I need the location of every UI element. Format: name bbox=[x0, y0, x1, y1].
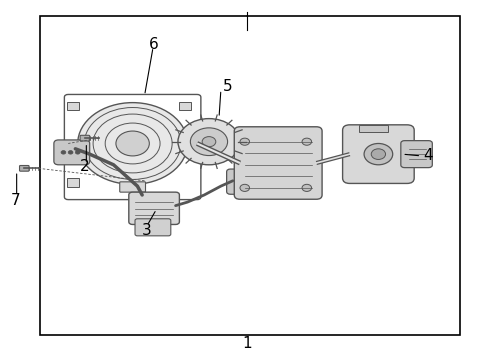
Circle shape bbox=[75, 151, 80, 154]
Bar bbox=[67, 178, 79, 187]
Text: 2: 2 bbox=[80, 159, 90, 174]
Circle shape bbox=[364, 144, 393, 165]
Bar bbox=[39, 16, 459, 335]
Circle shape bbox=[302, 184, 312, 192]
Bar bbox=[67, 102, 79, 110]
Circle shape bbox=[61, 151, 66, 154]
Bar bbox=[360, 125, 388, 132]
FancyBboxPatch shape bbox=[80, 135, 90, 141]
Text: 5: 5 bbox=[223, 79, 233, 94]
FancyBboxPatch shape bbox=[343, 125, 414, 183]
Circle shape bbox=[240, 138, 250, 145]
FancyBboxPatch shape bbox=[234, 127, 322, 199]
Text: 1: 1 bbox=[242, 335, 252, 350]
Circle shape bbox=[302, 138, 312, 145]
Bar bbox=[180, 102, 191, 110]
Circle shape bbox=[116, 131, 149, 156]
FancyBboxPatch shape bbox=[135, 219, 171, 236]
Text: 6: 6 bbox=[149, 37, 159, 52]
Text: 4: 4 bbox=[424, 149, 433, 163]
FancyBboxPatch shape bbox=[227, 169, 258, 194]
Circle shape bbox=[240, 184, 250, 192]
FancyBboxPatch shape bbox=[54, 140, 90, 165]
Text: 7: 7 bbox=[11, 193, 21, 208]
Circle shape bbox=[68, 151, 73, 154]
Circle shape bbox=[178, 118, 240, 165]
Circle shape bbox=[191, 128, 228, 156]
Circle shape bbox=[202, 137, 216, 147]
FancyBboxPatch shape bbox=[401, 141, 432, 168]
FancyBboxPatch shape bbox=[120, 182, 145, 192]
Circle shape bbox=[371, 149, 385, 159]
FancyBboxPatch shape bbox=[129, 192, 180, 224]
Text: 3: 3 bbox=[142, 223, 152, 238]
FancyBboxPatch shape bbox=[20, 165, 29, 171]
Circle shape bbox=[78, 103, 188, 184]
